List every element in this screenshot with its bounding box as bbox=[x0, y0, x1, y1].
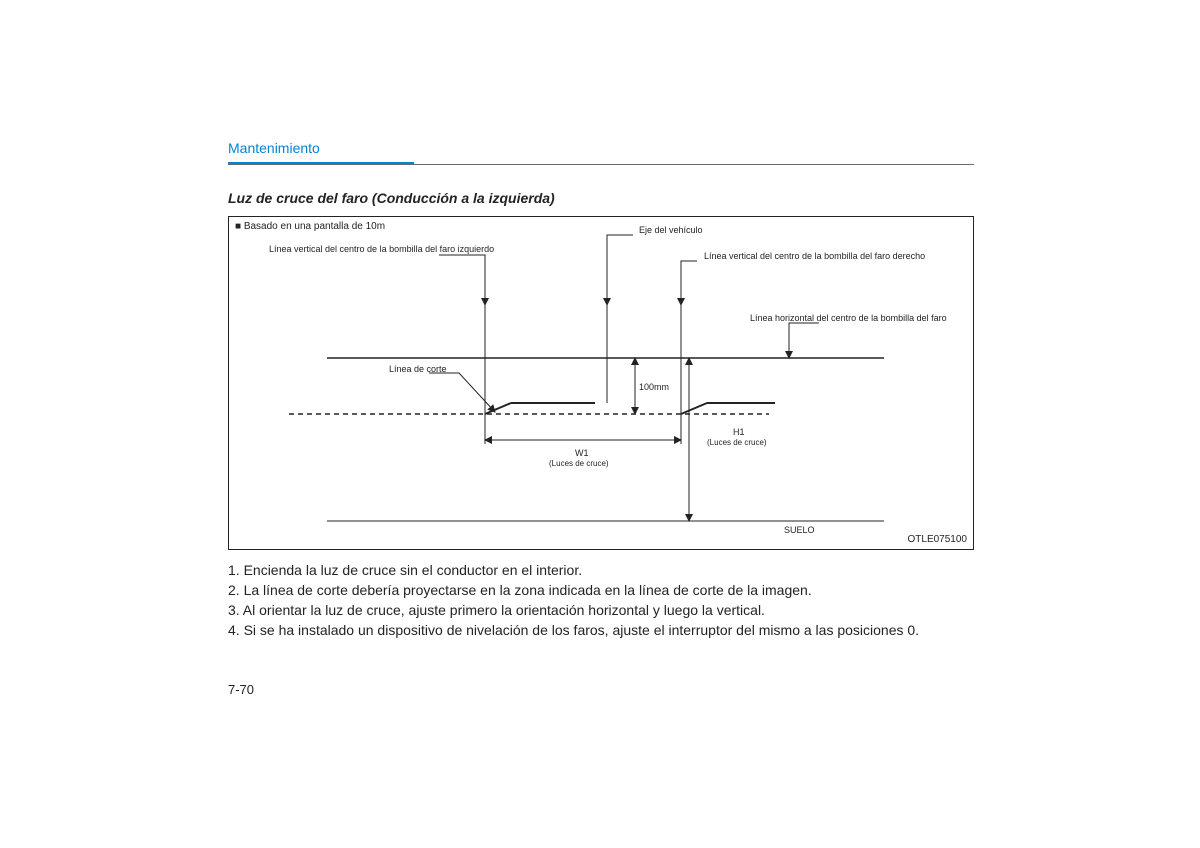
label-h1: H1 bbox=[733, 427, 745, 437]
label-horizontal-line: Línea horizontal del centro de la bombil… bbox=[750, 313, 947, 323]
page-number: 7-70 bbox=[228, 682, 254, 697]
diagram-svg bbox=[229, 217, 973, 549]
instruction-line: 2. La línea de corte debería proyectarse… bbox=[228, 582, 974, 598]
instruction-line: 1. Encienda la luz de cruce sin el condu… bbox=[228, 562, 974, 578]
label-ground: SUELO bbox=[784, 525, 815, 535]
section-title: Mantenimiento bbox=[228, 140, 974, 156]
label-w1-sub: (Luces de cruce) bbox=[549, 459, 609, 468]
header-rule-line bbox=[228, 164, 974, 165]
label-h1-sub: (Luces de cruce) bbox=[707, 438, 767, 447]
page-content: Mantenimiento Luz de cruce del faro (Con… bbox=[228, 140, 974, 642]
instruction-line: 4. Si se ha instalado un dispositivo de … bbox=[228, 622, 974, 638]
header-rule bbox=[228, 162, 974, 166]
label-w1: W1 bbox=[575, 448, 589, 458]
figure-subtitle: Luz de cruce del faro (Conducción a la i… bbox=[228, 190, 974, 206]
label-left-bulb-line: Línea vertical del centro de la bombilla… bbox=[269, 244, 494, 254]
section-header: Mantenimiento bbox=[228, 140, 974, 156]
label-100mm: 100mm bbox=[639, 382, 669, 392]
instructions: 1. Encienda la luz de cruce sin el condu… bbox=[228, 562, 974, 638]
diagram-box: ■ Basado en una pantalla de 10m Línea ve… bbox=[228, 216, 974, 550]
label-vehicle-axis: Eje del vehículo bbox=[639, 225, 703, 235]
label-right-bulb-line: Línea vertical del centro de la bombilla… bbox=[704, 251, 925, 261]
figure-code: OTLE075100 bbox=[908, 534, 968, 545]
label-cut-line: Línea de corte bbox=[389, 364, 447, 374]
instruction-line: 3. Al orientar la luz de cruce, ajuste p… bbox=[228, 602, 974, 618]
